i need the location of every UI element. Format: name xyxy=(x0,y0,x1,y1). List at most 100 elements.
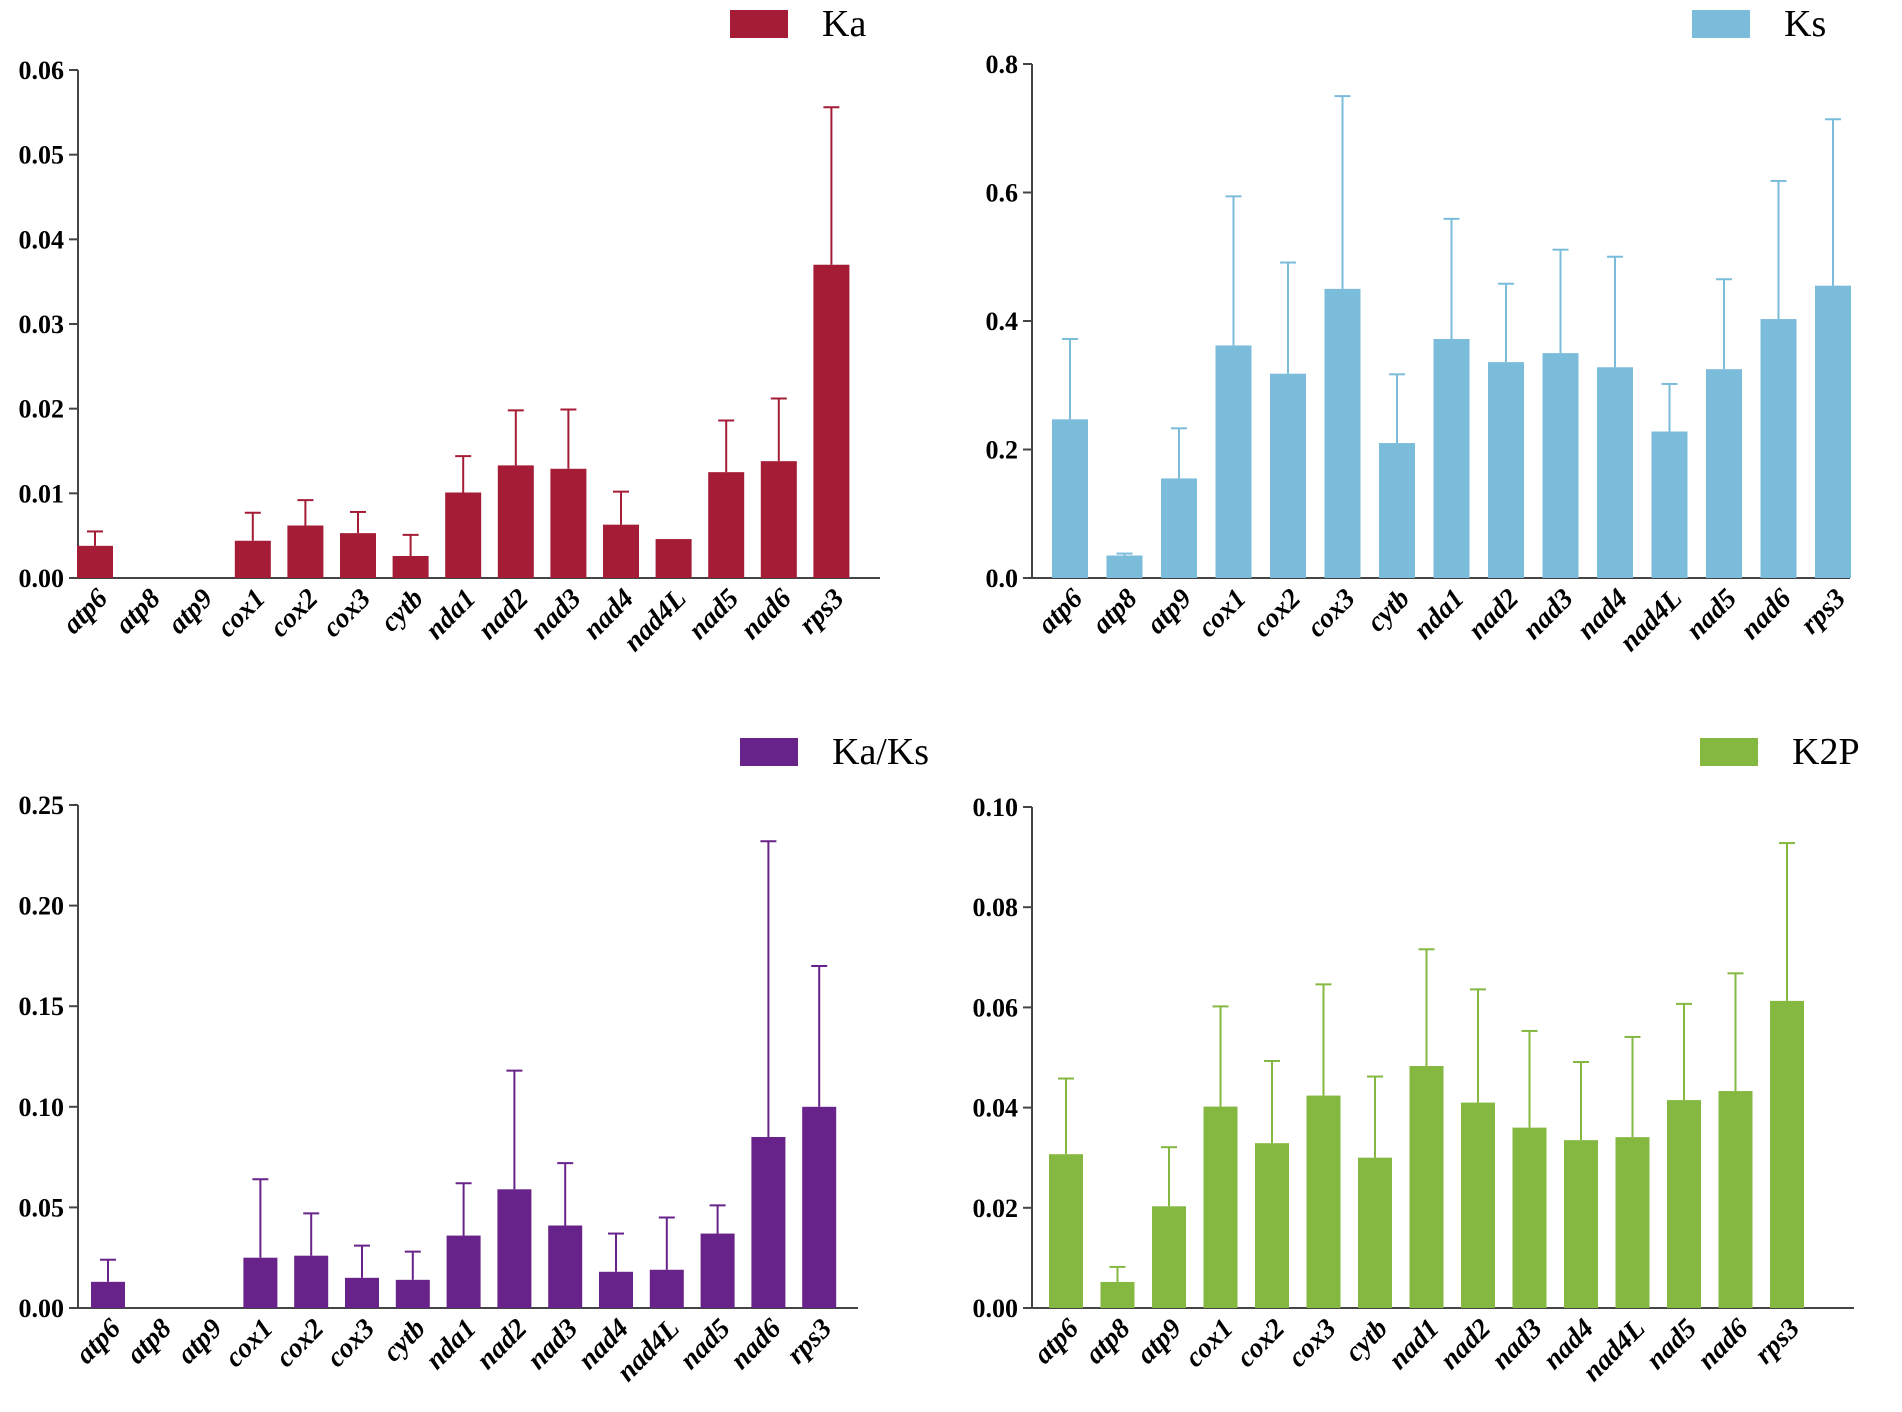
bar-nad6 xyxy=(751,1136,786,1308)
bar-nad4 xyxy=(1564,1140,1598,1308)
bar-atp9 xyxy=(1161,478,1197,578)
bar-cox2 xyxy=(1270,373,1306,578)
bar-nda1 xyxy=(445,492,482,578)
x-tick-label: cox1 xyxy=(219,1313,279,1373)
x-tick-label: atp6 xyxy=(70,1313,127,1370)
bar-cytb xyxy=(1379,443,1415,578)
x-tick-label: rps3 xyxy=(1795,583,1852,640)
x-tick-label: cox1 xyxy=(1192,583,1252,643)
bar-nad4 xyxy=(599,1271,633,1308)
x-tick-label: cytb xyxy=(375,583,430,638)
legend-swatch xyxy=(1692,10,1750,38)
bar-cox3 xyxy=(340,533,376,578)
bar-nad2 xyxy=(1461,1102,1495,1308)
x-tick-label: nad3 xyxy=(1517,583,1580,646)
bar-nad2 xyxy=(1488,362,1524,578)
bar-atp8 xyxy=(1106,555,1143,578)
legend-swatch xyxy=(1700,738,1758,766)
x-tick-label: nad3 xyxy=(1486,1313,1549,1376)
x-tick-label: cytb xyxy=(377,1313,432,1368)
x-tick-label: nad2 xyxy=(472,583,535,646)
x-tick-label: cox2 xyxy=(270,1313,330,1373)
x-tick-label: atp6 xyxy=(1028,1313,1085,1370)
x-tick-label: rps3 xyxy=(1749,1313,1806,1370)
chart-panel-ka-ks: 0.00 0.05 0.10 0.15 0.20 0.25 atp6atp8atp9cox1… xyxy=(19,731,930,1388)
bar-atp6 xyxy=(77,545,113,578)
y-tick-label: 0.01 xyxy=(19,479,65,508)
bar-atp9 xyxy=(1152,1206,1186,1308)
y-tick-label: 0.10 xyxy=(973,793,1019,822)
x-tick-label: nad2 xyxy=(1434,1313,1497,1376)
x-tick-label: nad5 xyxy=(674,1313,737,1376)
x-tick-label: cytb xyxy=(1339,1313,1394,1368)
x-tick-label: atp9 xyxy=(162,583,219,640)
x-tick-label: nad2 xyxy=(1462,583,1525,646)
legend-label: Ka/Ks xyxy=(832,731,929,773)
bar-cox2 xyxy=(294,1255,329,1308)
y-tick-label: 0.10 xyxy=(19,1093,65,1122)
legend-label: Ks xyxy=(1784,3,1826,45)
bar-nad5 xyxy=(700,1233,735,1308)
bar-nad3 xyxy=(1512,1127,1547,1308)
bar-nad5 xyxy=(1667,1100,1701,1308)
x-tick-label: nad4L xyxy=(1614,583,1689,658)
bar-nad2 xyxy=(497,465,534,578)
bar-nad4 xyxy=(603,524,639,578)
bar-cox3 xyxy=(1324,288,1361,578)
y-tick-label: 0.4 xyxy=(986,307,1019,336)
bar-atp8 xyxy=(1100,1281,1135,1308)
bar-nad6 xyxy=(760,461,797,578)
y-tick-label: 0.0 xyxy=(986,564,1019,593)
y-tick-label: 0.20 xyxy=(19,892,65,921)
x-tick-label: atp8 xyxy=(121,1313,178,1370)
bar-cox1 xyxy=(243,1257,278,1308)
y-tick-label: 0.06 xyxy=(19,56,65,85)
y-tick-label: 0.2 xyxy=(986,436,1019,465)
bar-cytb xyxy=(1358,1157,1392,1308)
x-tick-label: cox3 xyxy=(317,583,377,643)
bar-nad5 xyxy=(708,472,745,578)
bar-cytb xyxy=(395,1279,430,1308)
x-tick-label: nad3 xyxy=(525,583,588,646)
bar-nda1 xyxy=(1433,338,1470,578)
bar-nad6 xyxy=(1760,319,1797,578)
bar-nad4L xyxy=(1615,1137,1650,1308)
y-tick-label: 0.04 xyxy=(19,225,65,254)
bar-nad2 xyxy=(497,1189,532,1308)
x-tick-label: nad5 xyxy=(683,583,746,646)
x-tick-label: cox3 xyxy=(1301,583,1361,643)
bar-nad3 xyxy=(1542,353,1579,578)
x-tick-label: atp6 xyxy=(1032,583,1089,640)
bar-cox1 xyxy=(234,540,271,578)
x-tick-label: nad5 xyxy=(1680,583,1743,646)
x-tick-label: atp8 xyxy=(1079,1313,1136,1370)
y-tick-label: 0.03 xyxy=(19,310,65,339)
bar-cox3 xyxy=(345,1277,379,1308)
y-tick-label: 0.00 xyxy=(19,1294,65,1323)
bar-nad3 xyxy=(548,1225,583,1308)
bar-atp6 xyxy=(1052,419,1088,578)
x-tick-label: cox2 xyxy=(1247,583,1307,643)
y-tick-label: 0.8 xyxy=(986,50,1019,79)
bar-cox2 xyxy=(1255,1143,1289,1308)
x-tick-label: nad6 xyxy=(1735,583,1798,646)
x-tick-label: rps3 xyxy=(793,583,850,640)
bar-nad4L xyxy=(655,539,692,578)
x-tick-label: cytb xyxy=(1361,583,1416,638)
bar-nad4 xyxy=(1597,367,1633,578)
x-tick-label: nad6 xyxy=(735,583,798,646)
bar-nad4L xyxy=(649,1269,684,1308)
y-tick-label: 0.00 xyxy=(973,1294,1019,1323)
x-tick-label: nad6 xyxy=(1692,1313,1755,1376)
x-tick-label: cox3 xyxy=(1282,1313,1342,1373)
x-tick-label: rps3 xyxy=(781,1313,838,1370)
bar-rps3 xyxy=(1815,285,1851,578)
bar-rps3 xyxy=(1770,1000,1804,1308)
x-tick-label: nad6 xyxy=(725,1313,788,1376)
legend-label: Ka xyxy=(822,3,866,45)
legend-swatch xyxy=(740,738,798,766)
bar-nad6 xyxy=(1718,1091,1753,1308)
x-tick-label: nad5 xyxy=(1640,1313,1703,1376)
bar-rps3 xyxy=(813,264,850,578)
